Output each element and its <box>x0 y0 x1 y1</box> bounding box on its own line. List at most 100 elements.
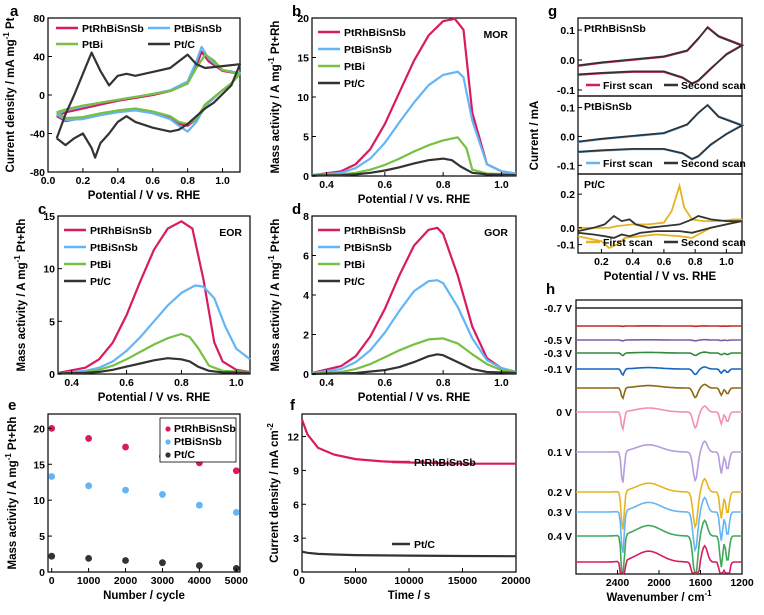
series-line-g <box>577 182 743 250</box>
panel-label: d <box>292 201 301 218</box>
x-tick-label: 5000 <box>344 575 368 587</box>
subplot-title: Pt/C <box>584 179 605 191</box>
y-tick-label: 10 <box>43 264 55 276</box>
x-tick-label: 3000 <box>151 575 175 587</box>
xlabel-main: Number / cycle <box>103 590 185 602</box>
y-tick-label: 6 <box>293 499 299 511</box>
series-label: PtRhBiSnSb <box>414 457 476 469</box>
y-tick-label: 5 <box>303 132 309 144</box>
y-axis-label-text: Mass activity / A mg-1 Pt+Rh <box>267 219 282 372</box>
series-line-g <box>577 214 743 239</box>
legend-label: PtBi <box>344 259 365 271</box>
x-tick-label: 0 <box>299 575 305 587</box>
spectrum-trace <box>576 496 742 553</box>
ylabel-tail: Pt <box>5 17 17 32</box>
legend-label: Second scan <box>681 237 746 249</box>
series-line-a <box>55 51 242 159</box>
y-tick-label: 15 <box>33 459 45 471</box>
ylabel-main: Mass activity / A mg <box>270 64 282 173</box>
series-line-a <box>56 53 242 125</box>
y-tick-label: 0 <box>303 369 309 381</box>
scatter-point <box>195 501 203 509</box>
ylabel-tail: Pt+Rh <box>270 21 282 58</box>
xlabel-main: Potential / V vs. RHE <box>98 392 211 404</box>
x-axis-label: Wavenumber / cm-1 <box>606 589 712 604</box>
y-axis-label: Mass activity / A mg-1 Pt+Rh <box>267 219 282 372</box>
scatter-point <box>85 435 93 442</box>
ylabel-sup: -1 <box>267 57 276 65</box>
x-axis-label: Potential / V vs. RHE <box>358 392 471 404</box>
y-tick-label: 20 <box>33 423 45 435</box>
potential-label: -0.3 V <box>544 348 572 360</box>
y-axis-label: Mass activity / A mg-1 Pt+Rh <box>267 21 282 174</box>
ylabel-main: Current density / mA cm <box>269 430 281 563</box>
x-tick-label: 0.6 <box>145 175 160 187</box>
y-tick-label: 2 <box>303 330 309 342</box>
y-tick-label: 0.1 <box>560 25 575 37</box>
y-tick-label: 10 <box>297 92 309 104</box>
y-axis-label-text: Mass activity / A mg-1 Pt+Rh <box>4 417 19 570</box>
xlabel-main: Potential / V vs. RHE <box>358 392 471 404</box>
panel-c-frame <box>57 215 251 375</box>
y-axis-label-text: Current density / mA cm-2 <box>266 423 281 563</box>
potential-label: -0.5 V <box>544 335 572 347</box>
ylabel-sup: -1 <box>267 255 276 263</box>
potential-label: 0.2 V <box>547 487 572 499</box>
y-tick-label: 15 <box>43 211 55 223</box>
x-tick-label: 0.6 <box>119 377 134 389</box>
x-axis-label: Potential / V vs. RHE <box>358 194 471 206</box>
y-tick-label: 0 <box>39 90 45 102</box>
x-axis-label: Time / s <box>388 590 431 602</box>
y-axis-label-text: Mass activity / A mg-1 Pt+Rh <box>13 219 28 372</box>
series-label: Pt/C <box>414 539 435 551</box>
xlabel-main: Time / s <box>388 590 431 602</box>
ylabel-tail: Pt+Rh <box>16 219 28 256</box>
legend-label: Second scan <box>681 158 746 170</box>
spectrum-trace <box>576 440 742 483</box>
ylabel-tail: Pt+Rh <box>270 219 282 256</box>
ylabel-main: Mass activity / A mg <box>270 262 282 371</box>
scatter-point <box>232 508 240 516</box>
xlabel-main: Potential / V vs. RHE <box>88 190 201 202</box>
legend-label: PtRhBiSnSb <box>82 23 144 35</box>
x-tick-label: 1000 <box>77 575 101 587</box>
reaction-label: MOR <box>484 29 509 41</box>
xlabel-sup: -1 <box>704 589 712 598</box>
y-tick-label: 9 <box>293 465 299 477</box>
spectrum-trace <box>576 366 742 377</box>
x-tick-label: 0.6 <box>378 179 393 191</box>
legend-label: First scan <box>603 237 653 249</box>
series-line-b <box>311 157 517 177</box>
legend-label: Second scan <box>681 80 746 92</box>
legend-marker <box>165 452 171 458</box>
x-tick-label: 0.4 <box>625 256 640 268</box>
ylabel-tail: Pt+Rh <box>7 417 19 454</box>
scatter-point <box>48 473 56 480</box>
legend-box <box>159 417 237 463</box>
panel-h-frame <box>575 299 743 575</box>
series-line-g <box>577 26 745 85</box>
panel-label: b <box>292 3 301 20</box>
ylabel-sup: -1 <box>4 453 13 461</box>
series-line-f <box>301 550 517 558</box>
y-tick-label: 0 <box>293 567 299 579</box>
x-tick-label: 0.4 <box>319 377 334 389</box>
y-tick-label: 12 <box>287 432 299 444</box>
x-tick-label: 2000 <box>114 575 138 587</box>
x-tick-label: 2400 <box>606 577 630 589</box>
y-tick-label: 0 <box>49 369 55 381</box>
x-tick-label: 1.0 <box>215 175 230 187</box>
x-tick-label: 15000 <box>448 575 477 587</box>
x-tick-label: 1.0 <box>494 377 509 389</box>
legend-label: PtBiSnSb <box>174 23 222 35</box>
x-axis-label: Potential / V vs. RHE <box>88 190 201 202</box>
potential-label: -0.1 V <box>544 364 572 376</box>
x-tick-label: 0.6 <box>657 256 672 268</box>
legend-label: PtBi <box>344 61 365 73</box>
x-tick-label: 0.8 <box>688 256 703 268</box>
y-tick-label: -0.1 <box>557 85 575 97</box>
x-tick-label: 0.4 <box>64 377 79 389</box>
reaction-label: EOR <box>219 227 242 239</box>
x-tick-label: 0 <box>49 575 55 587</box>
